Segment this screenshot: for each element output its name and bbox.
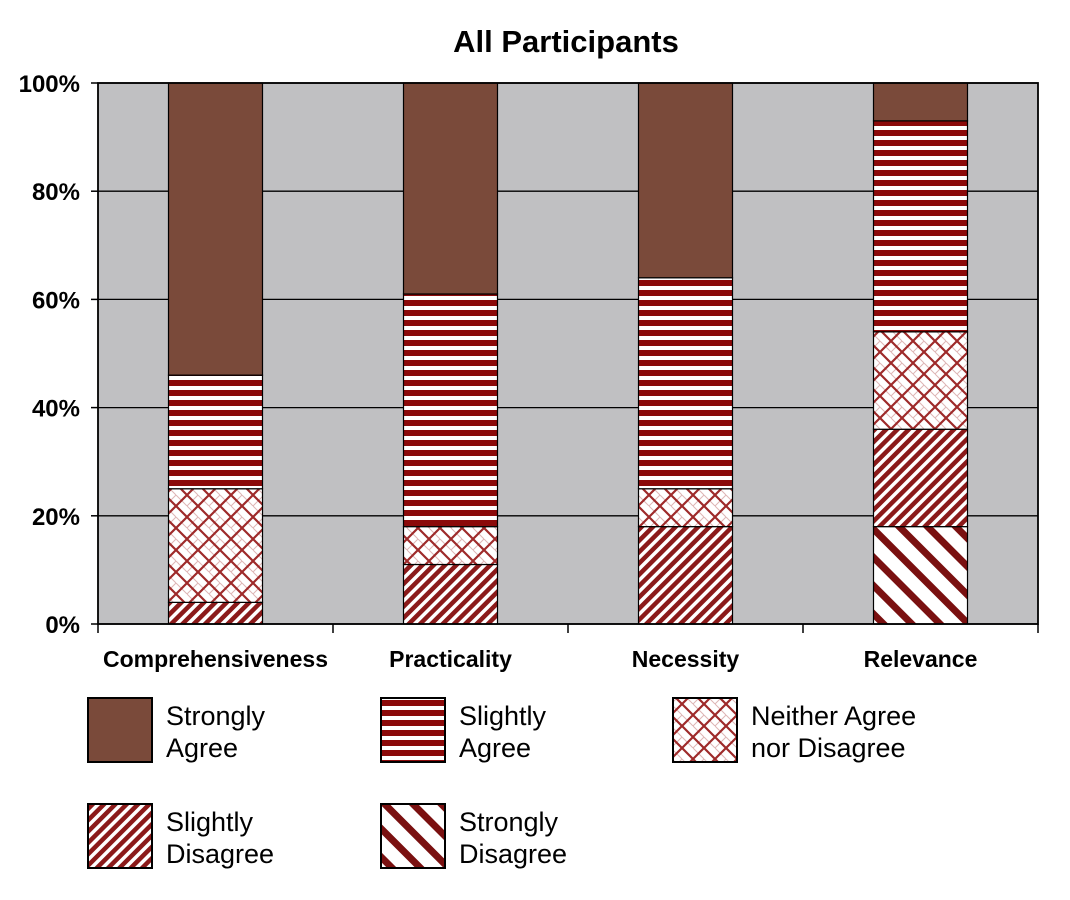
y-tick-label: 0% (45, 612, 80, 639)
bar-segment (167, 374, 264, 490)
axes: 0% 20% 40% 60% 80% 100% Comprehensiveness Pract… (19, 71, 1039, 672)
legend-label: Slightly (459, 701, 547, 731)
legend-label: Agree (459, 733, 531, 763)
y-tick-label: 40% (32, 396, 80, 423)
y-tick-label: 20% (32, 504, 80, 531)
bar-segment (402, 526, 499, 566)
legend-label: Neither Agree (751, 701, 916, 731)
legend-swatch (380, 803, 446, 869)
bar-segment (637, 82, 734, 279)
legend-label: Strongly (459, 807, 559, 837)
legend-label: nor Disagree (751, 733, 906, 763)
bar-segment (872, 331, 969, 430)
bar-segment (402, 563, 499, 625)
bar-segment (167, 82, 264, 376)
bars (167, 82, 969, 625)
legend-swatch (87, 803, 153, 869)
legend-swatch (87, 697, 153, 763)
x-tick-label: Relevance (864, 646, 978, 672)
bar-segment (167, 488, 264, 603)
bar-segment (402, 82, 499, 295)
legend-swatch (672, 697, 738, 763)
x-tick-label: Necessity (632, 646, 740, 672)
bar-segment (872, 82, 969, 122)
bar-segment (872, 120, 969, 333)
legend-swatch (380, 697, 446, 763)
bar-segment (872, 428, 969, 528)
bar-segment (167, 601, 264, 625)
legend-label: Disagree (166, 839, 274, 869)
bar-segment (637, 277, 734, 490)
y-tick-label: 100% (19, 71, 80, 98)
bar-segment (872, 526, 969, 625)
y-tick-label: 60% (32, 287, 80, 314)
bar-segment (402, 293, 499, 528)
legend-label: Disagree (459, 839, 567, 869)
legend-label: Strongly (166, 701, 266, 731)
bar-segment (637, 526, 734, 625)
chart-title: All Participants (453, 24, 679, 59)
y-tick-label: 80% (32, 179, 80, 206)
bar-segment (637, 488, 734, 528)
legend-label: Slightly (166, 807, 254, 837)
x-tick-label: Comprehensiveness (103, 646, 328, 672)
x-tick-label: Practicality (389, 646, 512, 672)
legend-label: Agree (166, 733, 238, 763)
